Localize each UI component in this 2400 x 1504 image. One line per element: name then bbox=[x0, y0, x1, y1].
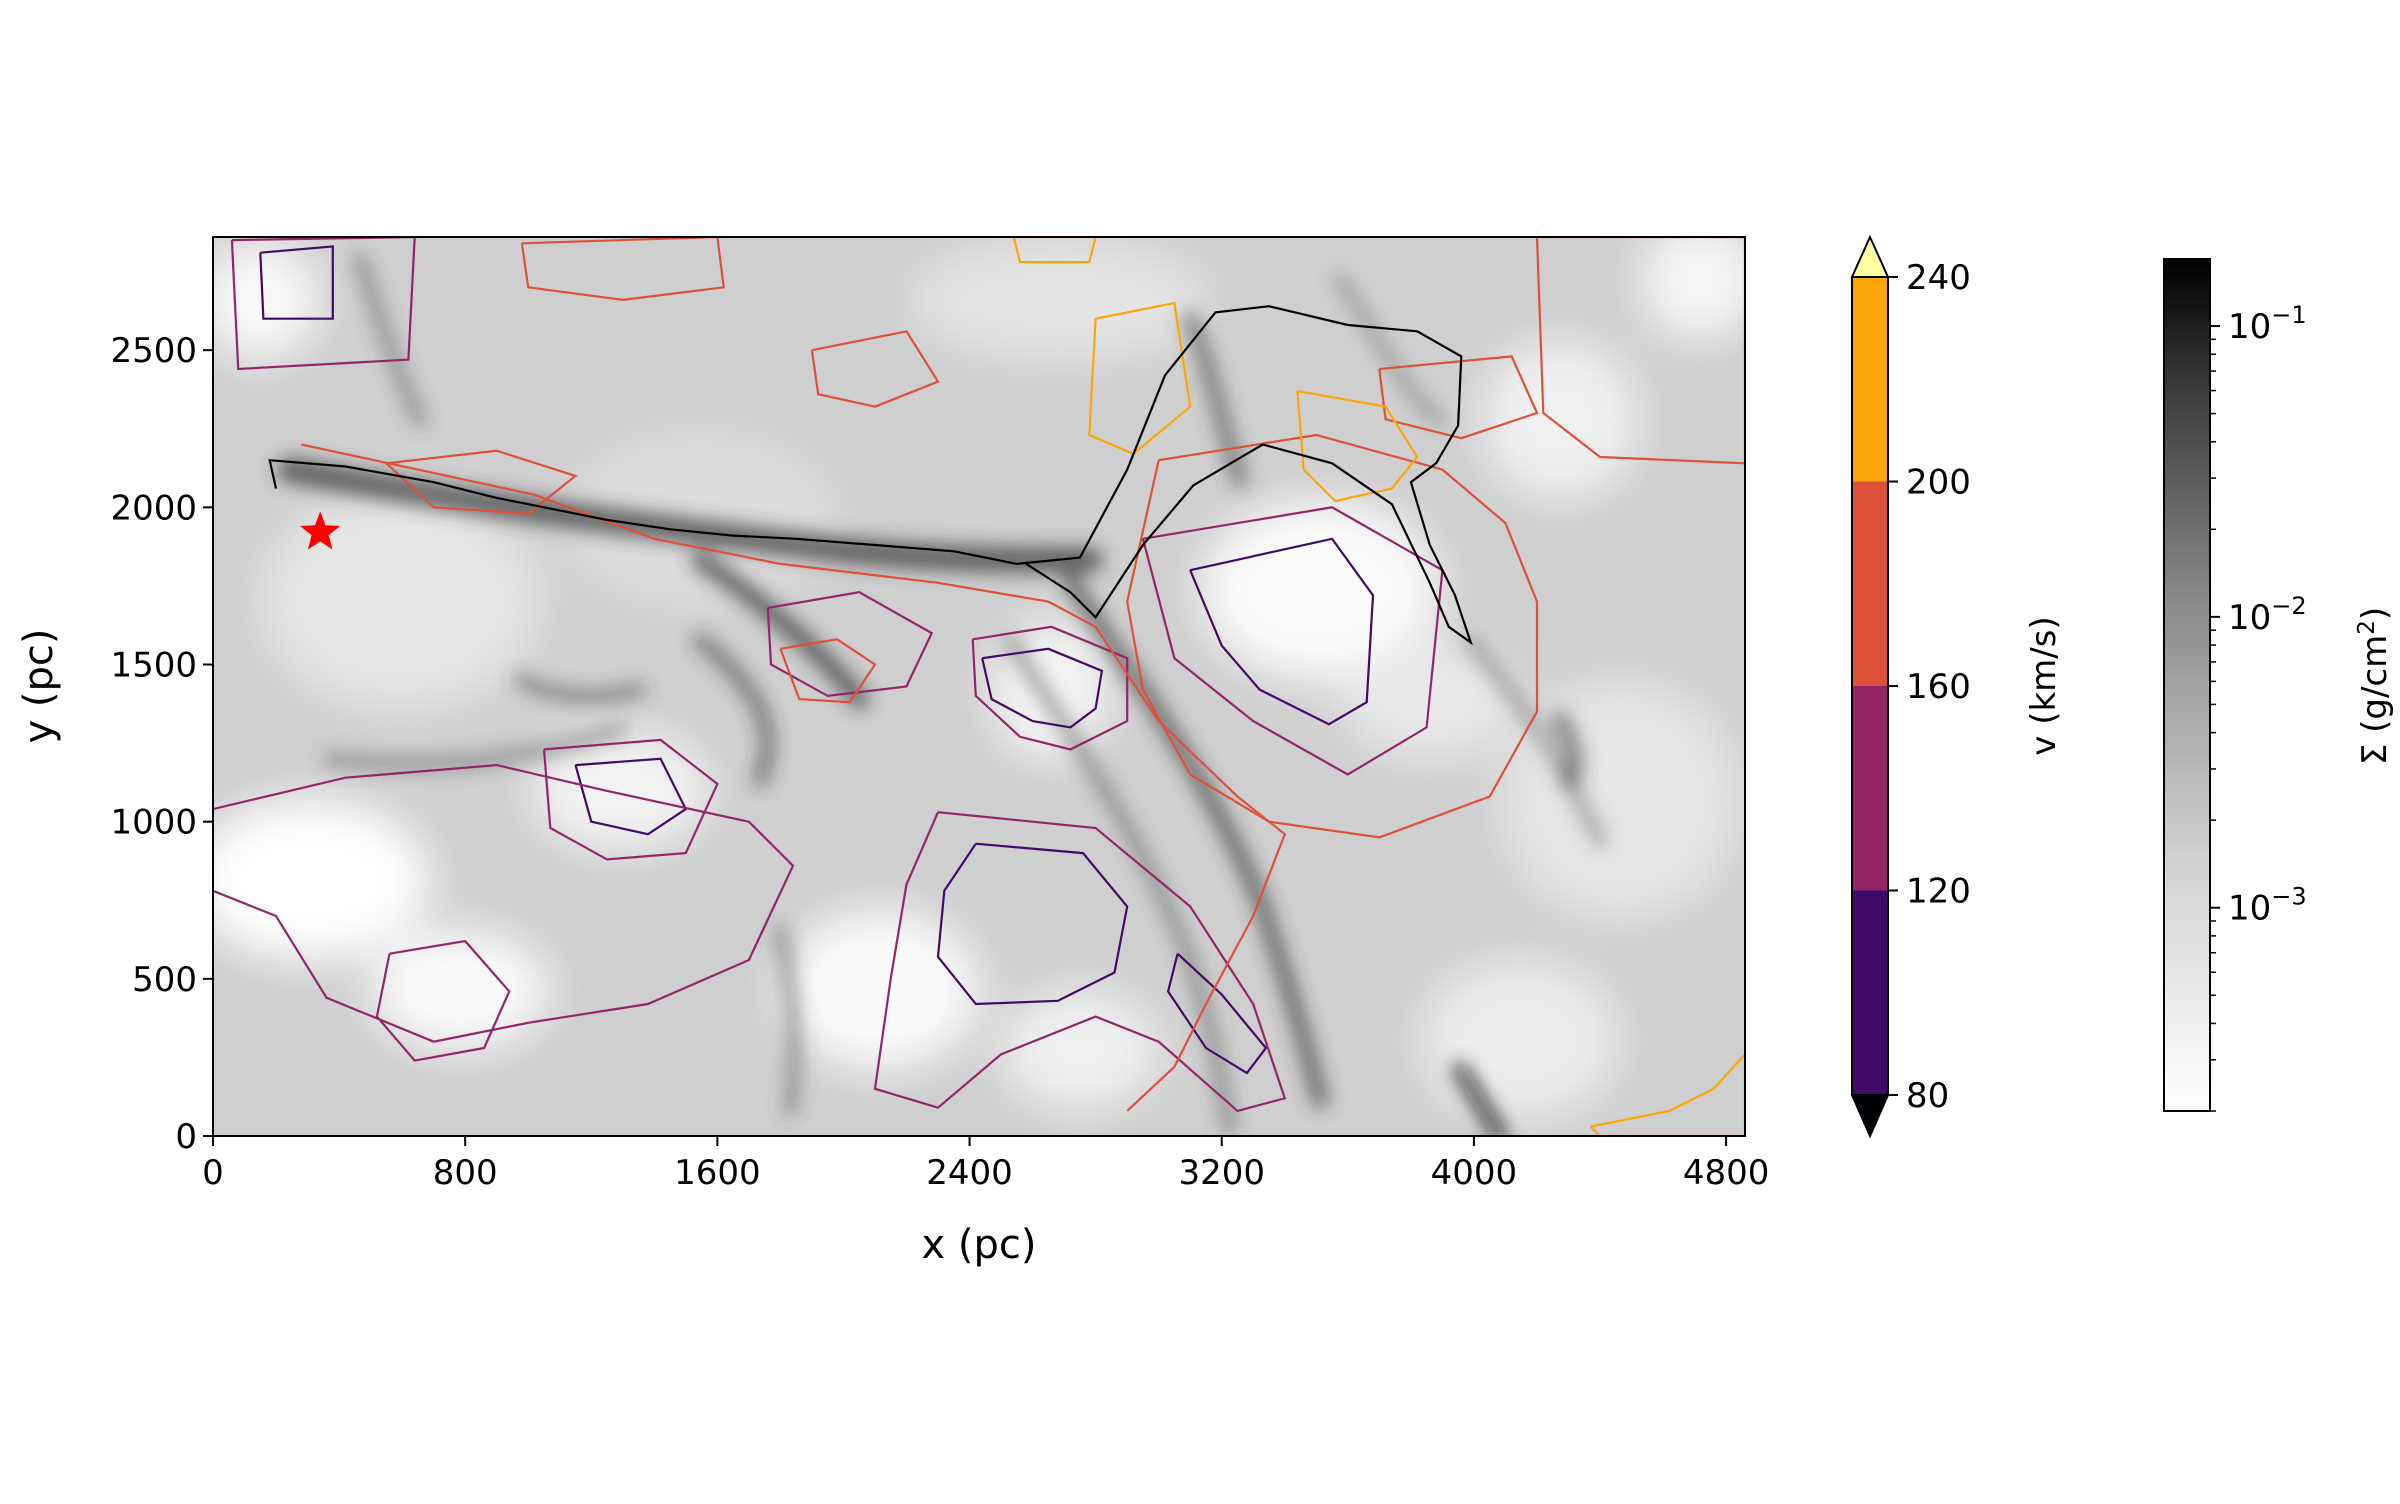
velocity-tick-label-4: 240 bbox=[1906, 258, 1971, 298]
shock-front bbox=[268, 305, 1473, 646]
contour-160-kms-1 bbox=[301, 443, 1287, 1112]
y-axis-label: y (pc) bbox=[16, 629, 62, 744]
contour-160-kms-6 bbox=[1535, 237, 1745, 465]
density-tick-label-2: 10−3 bbox=[2228, 883, 2307, 929]
contour-160-kms-2 bbox=[1126, 433, 1539, 839]
density-tick-label-1: 10−2 bbox=[2228, 592, 2307, 638]
star-marker bbox=[300, 511, 341, 550]
contour-120-kms-3 bbox=[873, 811, 1287, 1113]
velocity-tick-label-0: 80 bbox=[1906, 1076, 1949, 1116]
y-ticks: 0 500 1000 1500 2000 2500 bbox=[110, 331, 213, 1157]
contour-120-kms-6 bbox=[766, 591, 934, 698]
velocity-bin-160-200 bbox=[1852, 481, 1888, 686]
density-map bbox=[213, 237, 1745, 1136]
density-tick-label-0: 10−1 bbox=[2228, 301, 2307, 347]
contour-160-kms-7 bbox=[810, 330, 940, 408]
contour-200-kms-1 bbox=[1296, 389, 1419, 503]
contour-120-kms-7 bbox=[230, 237, 416, 371]
y-tick-label-2: 1000 bbox=[110, 803, 197, 843]
x-tick-label-3: 2400 bbox=[926, 1153, 1013, 1193]
velocity-bin-200-240 bbox=[1852, 277, 1888, 482]
contour-80-kms-4 bbox=[574, 757, 688, 836]
velocity-tick-label-3: 200 bbox=[1906, 463, 1971, 503]
contour-160-kms-8 bbox=[520, 237, 725, 302]
contour-200-kms-4 bbox=[1012, 237, 1097, 264]
contour-80-kms-3 bbox=[936, 842, 1129, 1006]
x-tick-label-5: 4000 bbox=[1431, 1153, 1518, 1193]
contour-80-kms-1 bbox=[981, 647, 1104, 729]
contour-80-kms-5 bbox=[1166, 952, 1268, 1075]
velocity-colorbar: 80 120 160 200 240 v (km/s) bbox=[1850, 234, 2064, 1139]
y-tick-label-0: 0 bbox=[175, 1117, 197, 1157]
velocity-colorbar-over-extension bbox=[1850, 234, 1890, 278]
y-tick-label-5: 2500 bbox=[110, 331, 197, 371]
contour-120-kms-8 bbox=[213, 763, 795, 1043]
velocity-contours bbox=[213, 237, 1745, 1136]
contour-120-kms-1 bbox=[971, 625, 1129, 751]
contour-80-kms-6 bbox=[259, 245, 334, 320]
x-tick-label-1: 800 bbox=[433, 1153, 498, 1193]
velocity-colorbar-label: v (km/s) bbox=[2024, 616, 2064, 755]
x-tick-label-4: 3200 bbox=[1178, 1153, 1265, 1193]
star-marker-group bbox=[300, 511, 341, 550]
contour-120-kms-4 bbox=[542, 738, 719, 861]
y-tick-label-4: 2000 bbox=[110, 488, 197, 528]
x-axis-label: x (pc) bbox=[922, 1222, 1037, 1268]
x-tick-label-2: 1600 bbox=[674, 1153, 761, 1193]
y-tick-label-3: 1500 bbox=[110, 645, 197, 685]
contour-200-kms-2 bbox=[1088, 301, 1192, 456]
velocity-bin-120-160 bbox=[1852, 686, 1888, 891]
contour-120-kms-2 bbox=[1141, 506, 1444, 776]
contour-160-kms-4 bbox=[385, 449, 578, 515]
shock-front-line bbox=[268, 305, 1473, 646]
plot-frame bbox=[212, 236, 1746, 1137]
x-tick-label-6: 4800 bbox=[1683, 1153, 1770, 1193]
density-colorbar-label: Σ (g/cm2) bbox=[2354, 607, 2395, 765]
density-colorbar-gradient bbox=[2163, 258, 2211, 1112]
contour-160-kms-5 bbox=[1378, 355, 1539, 440]
velocity-tick-label-1: 120 bbox=[1906, 872, 1971, 912]
x-ticks: 0 800 1600 2400 3200 4000 4800 bbox=[202, 1136, 1769, 1193]
velocity-colorbar-under-extension bbox=[1850, 1094, 1890, 1139]
contour-120-kms-5 bbox=[375, 939, 511, 1062]
x-tick-label-0: 0 bbox=[202, 1153, 224, 1193]
contour-80-kms-2 bbox=[1189, 537, 1375, 726]
y-tick-label-1: 500 bbox=[132, 960, 197, 1000]
density-colorbar: 10−1 10−2 10−3 Σ (g/cm2) bbox=[2163, 258, 2395, 1112]
velocity-bin-80-120 bbox=[1852, 890, 1888, 1095]
contour-200-kms-3 bbox=[1589, 1052, 1745, 1136]
velocity-tick-label-2: 160 bbox=[1906, 667, 1971, 707]
contour-160-kms-3 bbox=[779, 638, 877, 704]
